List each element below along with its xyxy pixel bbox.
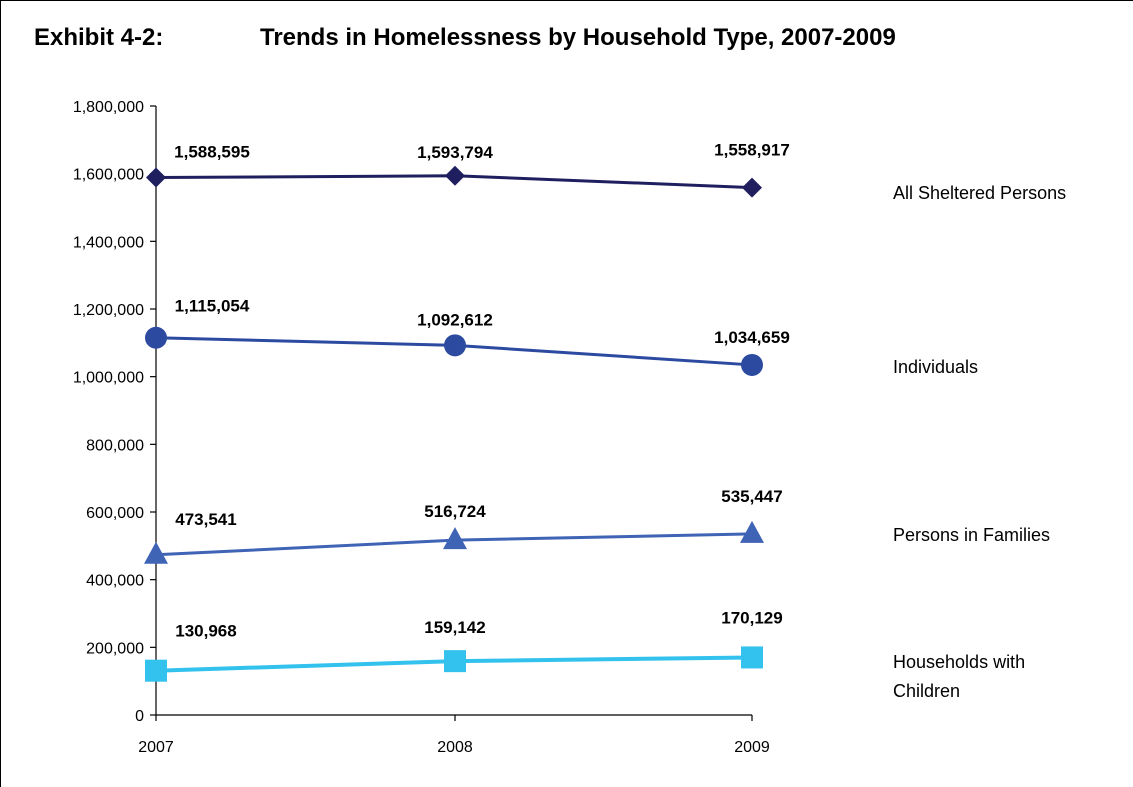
series-label: Persons in Families — [893, 525, 1050, 545]
data-label: 1,115,054 — [175, 297, 250, 316]
series-label: All Sheltered Persons — [893, 183, 1066, 203]
x-tick-label: 2008 — [437, 739, 473, 756]
data-point-triangle — [443, 527, 467, 550]
data-point-circle — [145, 326, 167, 349]
y-tick-label: 200,000 — [86, 640, 144, 657]
data-point-triangle — [740, 520, 764, 543]
data-label: 1,092,612 — [417, 310, 493, 329]
data-point-diamond — [146, 167, 166, 188]
data-label: 1,588,595 — [174, 143, 250, 162]
data-point-square — [741, 646, 763, 669]
series-label: Individuals — [893, 357, 978, 377]
data-point-square — [145, 659, 167, 682]
chart-title-text: Trends in Homelessness by Household Type… — [260, 24, 896, 51]
y-tick-label: 1,800,000 — [73, 99, 144, 116]
series-label: Households with — [893, 652, 1025, 672]
data-point-triangle — [144, 541, 168, 564]
data-point-diamond — [742, 177, 762, 198]
x-tick-label: 2009 — [734, 739, 770, 756]
data-point-square — [444, 650, 466, 673]
chart-title: Exhibit 4-2: Trends in Homelessness by Ho… — [34, 24, 896, 52]
data-label: 473,541 — [175, 510, 236, 529]
data-label: 516,724 — [424, 502, 486, 521]
data-point-circle — [444, 334, 466, 357]
exhibit-number: Exhibit 4-2: — [34, 24, 164, 51]
data-label: 130,968 — [175, 622, 236, 641]
y-tick-label: 400,000 — [86, 573, 144, 590]
y-tick-label: 1,600,000 — [73, 167, 144, 184]
data-point-diamond — [445, 165, 465, 186]
y-tick-label: 1,400,000 — [73, 234, 144, 251]
y-tick-label: 0 — [135, 708, 144, 725]
y-tick-label: 600,000 — [86, 505, 144, 522]
data-label: 159,142 — [424, 618, 485, 637]
x-tick-label: 2007 — [138, 739, 174, 756]
data-point-circle — [741, 353, 763, 376]
y-tick-label: 1,200,000 — [73, 302, 144, 319]
series-label: Children — [893, 681, 960, 701]
y-tick-label: 800,000 — [86, 437, 144, 454]
data-label: 1,034,659 — [714, 328, 790, 347]
data-label: 1,558,917 — [714, 141, 790, 160]
data-label: 535,447 — [721, 487, 782, 506]
y-tick-label: 1,000,000 — [73, 370, 144, 387]
data-label: 170,129 — [721, 608, 782, 627]
data-label: 1,593,794 — [417, 143, 493, 162]
